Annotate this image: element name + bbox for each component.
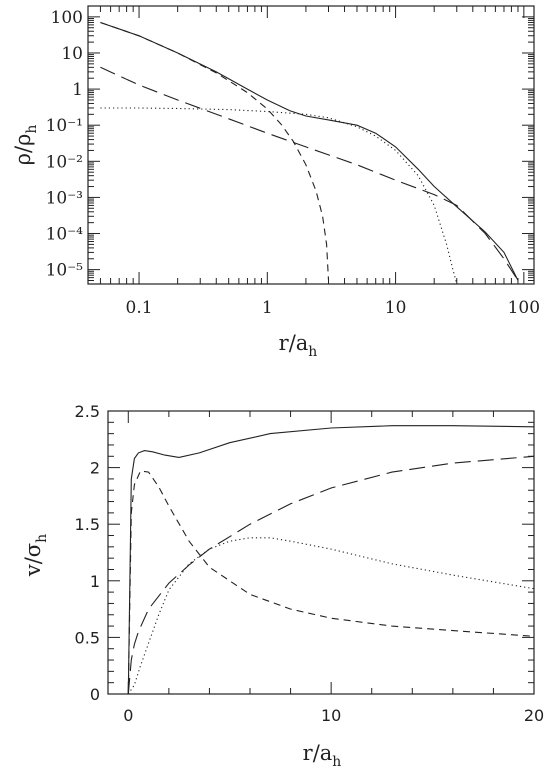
velocity-plot-frame [107,410,535,695]
y-tick-label: 0 [90,685,100,704]
y-tick-label: 10⁻² [46,152,83,172]
density-y-axis-label: ρ/ρh [11,125,40,166]
series-line-short-dash [100,21,330,281]
x-tick-label: 0 [123,706,133,725]
x-tick-label: 10 [321,706,341,725]
y-tick-label: 10⁻¹ [46,116,83,136]
series-line-long-dash [100,66,519,281]
density-plot-frame [87,5,535,285]
density-plot: 0.1 1 10 100 100 10 1 10⁻¹ 10⁻² 10⁻³ 10⁻⁴ 10⁻⁵ r/ah… [11,5,540,360]
y-tick-label: 10⁻⁵ [46,261,84,281]
y-tick-label: 2.5 [75,402,100,421]
x-tick-label: 1 [262,298,273,318]
series-line-solid [100,21,519,281]
y-tick-label: 2 [90,459,100,478]
y-tick-label: 10 [61,44,83,64]
y-tick-label: 10⁻³ [46,188,83,208]
x-tick-label: 10 [385,298,407,318]
y-tick-label: 1 [90,572,100,591]
density-x-axis-label: r/ah [279,331,318,360]
series-line-dotted [100,107,458,285]
series-line-dotted [127,537,535,695]
velocity-plot: 0 10 20 0 0.5 1 1.5 2 2.5 r/ah v/σh [21,402,544,770]
x-tick-label: 20 [524,706,544,725]
velocity-x-axis-label: r/ah [303,741,342,770]
series-line-long-dash [127,455,535,695]
y-tick-label: 100 [51,8,83,28]
y-tick-label: 10⁻⁴ [46,225,84,245]
velocity-y-axis-label: v/σh [21,534,50,577]
series-line-short-dash [127,470,535,695]
x-tick-label: 0.1 [126,298,153,318]
series-line-solid [127,425,535,695]
y-tick-label: 0.5 [75,628,100,647]
y-tick-label: 1.5 [75,515,100,534]
x-tick-label: 100 [508,298,540,318]
y-tick-label: 1 [72,80,83,100]
